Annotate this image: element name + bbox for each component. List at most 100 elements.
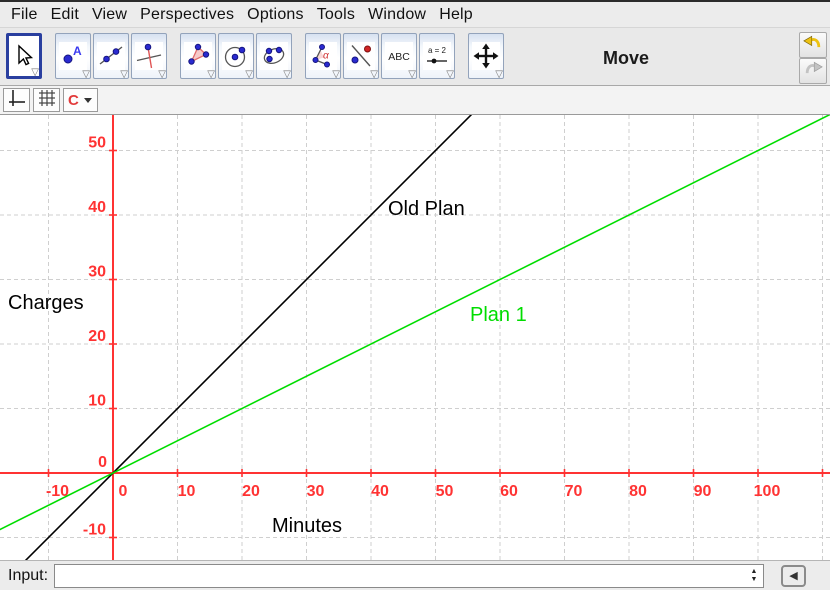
tool-button-point[interactable]: A ▽ bbox=[55, 33, 91, 80]
text-icon: ABC bbox=[385, 42, 413, 70]
graph-canvas[interactable]: -10 10 20 30 40 50 60 70 80 90 100 -10 10 20 30 40 50 00 O… bbox=[0, 115, 830, 560]
redo-arrow-icon bbox=[803, 60, 823, 83]
tool-group: A ▽ ▽ ▽ bbox=[55, 33, 169, 80]
y-tick-label: 40 bbox=[88, 199, 106, 216]
x-tick-label: 60 bbox=[500, 483, 518, 500]
grid-toggle-button[interactable] bbox=[33, 88, 60, 112]
tool-group: ▽ ▽ ▽ bbox=[180, 33, 294, 80]
menu-item-perspectives[interactable]: Perspectives bbox=[140, 5, 235, 23]
redo-button[interactable] bbox=[799, 58, 827, 84]
angle-icon: α bbox=[309, 42, 337, 70]
tool-button-circle-center-point[interactable]: ▽ bbox=[218, 33, 254, 80]
menu-item-view[interactable]: View bbox=[91, 5, 128, 23]
undo-button[interactable] bbox=[799, 32, 827, 58]
circle-center-point-icon bbox=[222, 42, 250, 70]
menu-item-file[interactable]: File bbox=[11, 5, 38, 23]
input-help-button[interactable]: ◀ bbox=[781, 564, 806, 587]
x-tick-label: 100 bbox=[754, 483, 781, 500]
input-field-wrap: ▲ ▼ bbox=[54, 563, 764, 588]
input-help-arrow-icon: ◀ bbox=[789, 570, 798, 582]
x-tick-label: 20 bbox=[242, 483, 260, 500]
tool-button-polygon[interactable]: ▽ bbox=[180, 33, 216, 80]
axes-toggle-button[interactable] bbox=[3, 88, 30, 112]
tool-dropdown-arrow-icon[interactable]: ▽ bbox=[207, 69, 215, 80]
menu-item-options[interactable]: Options bbox=[247, 5, 304, 23]
tool-dropdown-arrow-icon[interactable]: ▽ bbox=[370, 69, 378, 80]
axis-title-charges[interactable]: Charges bbox=[8, 292, 84, 314]
axes-icon bbox=[7, 88, 27, 113]
line-label-old-plan[interactable]: Old Plan bbox=[388, 198, 465, 220]
tool-button-angle[interactable]: α ▽ bbox=[305, 33, 341, 80]
tool-group: α ▽ ▽ ABC ▽ a = 2 ▽ bbox=[305, 33, 457, 80]
x-tick-label: 10 bbox=[178, 483, 196, 500]
tool-dropdown-arrow-icon[interactable]: ▽ bbox=[446, 69, 454, 80]
undo-arrow-icon bbox=[803, 34, 823, 57]
tool-button-line[interactable]: ▽ bbox=[93, 33, 129, 80]
y-tick-label: 20 bbox=[88, 328, 106, 345]
svg-text:A: A bbox=[73, 44, 82, 58]
tool-dropdown-arrow-icon[interactable]: ▽ bbox=[245, 69, 253, 80]
x-zero-label: 0 bbox=[119, 483, 128, 500]
grid-icon bbox=[37, 88, 57, 113]
line-icon bbox=[97, 42, 125, 70]
menu-item-edit[interactable]: Edit bbox=[50, 5, 79, 23]
tool-button-perpendicular-line[interactable]: ▽ bbox=[131, 33, 167, 80]
tool-group: ▽ bbox=[6, 33, 44, 79]
tool-dropdown-arrow-icon[interactable]: ▽ bbox=[495, 69, 503, 80]
plot-line-plan-1[interactable] bbox=[0, 115, 830, 546]
move-icon bbox=[10, 42, 38, 70]
point-capturing-button[interactable]: C bbox=[63, 88, 98, 112]
chevron-down-icon bbox=[83, 97, 92, 103]
menu-item-window[interactable]: Window bbox=[368, 5, 427, 23]
x-tick-label: -10 bbox=[46, 483, 69, 500]
menu-bar: File Edit View Perspectives Options Tools Wind… bbox=[0, 0, 830, 28]
tool-dropdown-arrow-icon[interactable]: ▽ bbox=[332, 69, 340, 80]
axis-title-minutes[interactable]: Minutes bbox=[272, 515, 342, 537]
x-tick-label: 90 bbox=[694, 483, 712, 500]
perpendicular-line-icon bbox=[135, 42, 163, 70]
input-history-spinner[interactable]: ▲ ▼ bbox=[748, 565, 760, 587]
spinner-up-icon: ▲ bbox=[750, 567, 758, 575]
active-tool-label: Move bbox=[603, 48, 650, 68]
slider-icon: a = 2 bbox=[423, 42, 451, 70]
undo-redo-group bbox=[799, 32, 827, 84]
y-tick-label: -10 bbox=[83, 522, 106, 539]
tool-dropdown-arrow-icon[interactable]: ▽ bbox=[408, 69, 416, 80]
spinner-down-icon: ▼ bbox=[750, 575, 758, 583]
tool-dropdown-arrow-icon[interactable]: ▽ bbox=[283, 69, 291, 80]
x-tick-label: 50 bbox=[436, 483, 454, 500]
menu-item-help[interactable]: Help bbox=[439, 5, 473, 23]
x-tick-label: 70 bbox=[565, 483, 583, 500]
tool-button-slider[interactable]: a = 2 ▽ bbox=[419, 33, 455, 80]
reflect-about-line-icon bbox=[347, 42, 375, 70]
plot-line-old-plan[interactable] bbox=[0, 115, 830, 560]
tool-dropdown-arrow-icon[interactable]: ▽ bbox=[158, 69, 166, 80]
svg-text:α: α bbox=[323, 51, 329, 62]
menu-item-tools[interactable]: Tools bbox=[316, 5, 356, 23]
svg-text:a = 2: a = 2 bbox=[428, 46, 447, 55]
tool-group: ▽ bbox=[468, 33, 506, 80]
y-tick-label: 50 bbox=[88, 135, 106, 152]
y-tick-label: 10 bbox=[88, 393, 106, 410]
input-field[interactable] bbox=[54, 563, 764, 588]
svg-text:ABC: ABC bbox=[388, 51, 410, 63]
x-tick-label: 80 bbox=[629, 483, 647, 500]
ellipse-icon bbox=[260, 42, 288, 70]
tool-dropdown-arrow-icon[interactable]: ▽ bbox=[120, 69, 128, 80]
tool-button-move[interactable]: ▽ bbox=[6, 33, 42, 79]
tool-button-ellipse[interactable]: ▽ bbox=[256, 33, 292, 80]
magnet-icon: C bbox=[68, 91, 79, 109]
y-zero-label: 0 bbox=[98, 454, 107, 471]
polygon-icon bbox=[184, 42, 212, 70]
graphics-view[interactable]: -10 10 20 30 40 50 60 70 80 90 100 -10 10 20 30 40 50 0 0 O… bbox=[0, 115, 830, 560]
tool-button-text[interactable]: ABC ▽ bbox=[381, 33, 417, 80]
tool-dropdown-arrow-icon[interactable]: ▽ bbox=[82, 69, 90, 80]
tool-button-reflect-about-line[interactable]: ▽ bbox=[343, 33, 379, 80]
y-tick-label: 30 bbox=[88, 264, 106, 281]
style-bar: C bbox=[0, 86, 830, 115]
move-graphics-view-icon bbox=[472, 42, 500, 70]
x-tick-label: 40 bbox=[371, 483, 389, 500]
tool-dropdown-arrow-icon[interactable]: ▽ bbox=[31, 67, 39, 78]
tool-button-move-graphics-view[interactable]: ▽ bbox=[468, 33, 504, 80]
line-label-plan-1[interactable]: Plan 1 bbox=[470, 304, 527, 326]
